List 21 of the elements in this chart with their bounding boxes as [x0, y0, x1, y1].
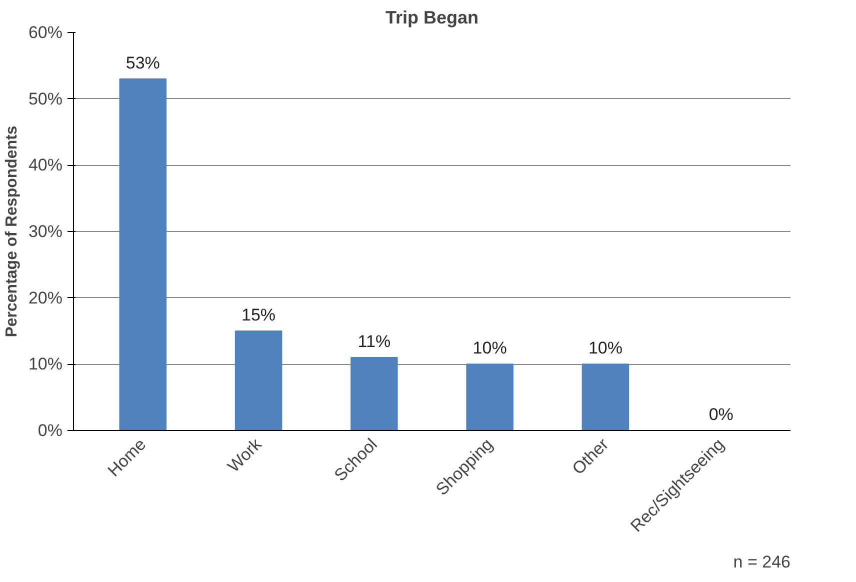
y-axis-title: Percentage of Respondents	[3, 126, 20, 338]
bar	[350, 357, 398, 430]
bar	[234, 330, 282, 430]
bar	[466, 364, 514, 430]
data-label: 11%	[358, 332, 391, 351]
y-tick-label: 60%	[28, 23, 63, 42]
data-label: 53%	[126, 53, 160, 72]
y-tick-label: 0%	[38, 421, 63, 440]
bar	[582, 364, 630, 430]
bar	[119, 78, 167, 430]
y-tick-label: 50%	[28, 89, 63, 108]
data-label: 15%	[242, 305, 276, 324]
data-label: 0%	[708, 404, 734, 424]
data-label: 10%	[472, 338, 507, 358]
y-tick-label: 10%	[28, 354, 63, 374]
y-tick-label: 20%	[28, 288, 63, 308]
data-label: 10%	[588, 338, 622, 358]
chart-title: Trip Began	[385, 8, 479, 28]
text: n = 246	[733, 552, 791, 572]
y-tick-label: 40%	[28, 156, 63, 175]
y-tick-label: 30%	[28, 222, 63, 241]
